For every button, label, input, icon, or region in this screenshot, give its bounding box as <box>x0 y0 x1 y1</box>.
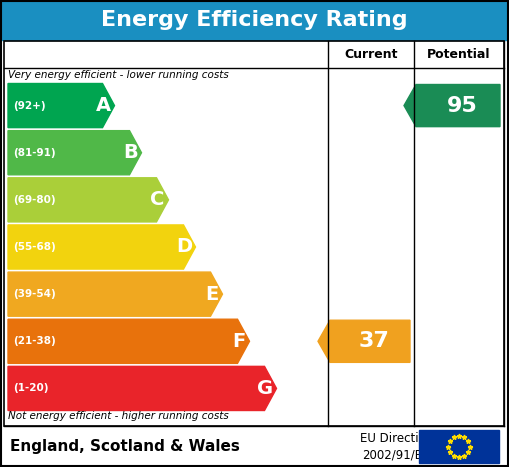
Text: (21-38): (21-38) <box>13 336 56 347</box>
Text: England, Scotland & Wales: England, Scotland & Wales <box>10 439 240 454</box>
Polygon shape <box>8 319 249 363</box>
Text: (1-20): (1-20) <box>13 383 48 393</box>
Text: Potential: Potential <box>427 48 491 61</box>
Text: (55-68): (55-68) <box>13 242 56 252</box>
Text: (39-54): (39-54) <box>13 289 56 299</box>
Text: EU Directive
2002/91/EC: EU Directive 2002/91/EC <box>359 432 433 461</box>
Text: F: F <box>232 332 245 351</box>
Polygon shape <box>318 320 410 362</box>
Text: (81-91): (81-91) <box>13 148 55 158</box>
Text: Current: Current <box>344 48 398 61</box>
Text: D: D <box>177 238 192 256</box>
Polygon shape <box>8 225 195 269</box>
Text: B: B <box>123 143 138 162</box>
Polygon shape <box>8 366 276 410</box>
Text: G: G <box>258 379 273 398</box>
Text: Not energy efficient - higher running costs: Not energy efficient - higher running co… <box>8 411 229 421</box>
Text: E: E <box>205 285 218 304</box>
Text: (69-80): (69-80) <box>13 195 55 205</box>
Bar <box>4 41 504 426</box>
Polygon shape <box>8 178 168 222</box>
Text: Energy Efficiency Rating: Energy Efficiency Rating <box>101 10 408 30</box>
Bar <box>0 0 509 40</box>
Text: 95: 95 <box>446 96 477 115</box>
Polygon shape <box>8 272 222 316</box>
Polygon shape <box>8 131 142 175</box>
Text: C: C <box>150 191 165 209</box>
Polygon shape <box>8 84 115 127</box>
Text: Very energy efficient - lower running costs: Very energy efficient - lower running co… <box>8 70 229 80</box>
Text: A: A <box>96 96 111 115</box>
Text: 37: 37 <box>358 331 389 351</box>
Text: (92+): (92+) <box>13 100 46 111</box>
Polygon shape <box>404 85 500 127</box>
Bar <box>419 430 499 463</box>
